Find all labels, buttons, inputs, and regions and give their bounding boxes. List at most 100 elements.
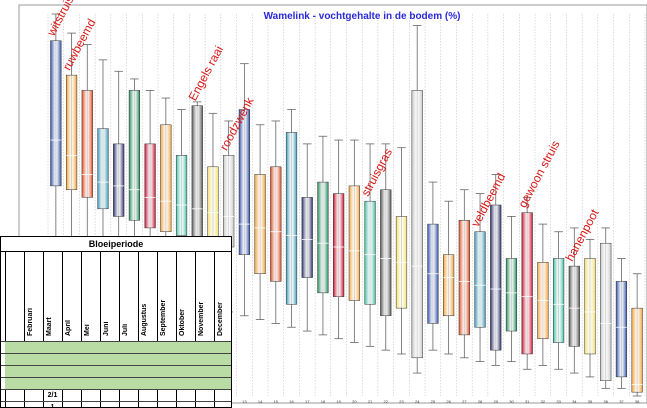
box-iqr (128, 90, 140, 221)
table-cell (138, 342, 157, 353)
month-header: April (65, 320, 72, 336)
month-column: December (214, 252, 231, 407)
table-cell (43, 354, 62, 365)
box-iqr (568, 265, 580, 347)
month-column: September (157, 252, 176, 407)
box-iqr (521, 212, 533, 355)
box-item (443, 200, 455, 355)
x-tick-label: 25 (431, 399, 436, 404)
month-column (5, 252, 24, 407)
table-cell (176, 390, 195, 401)
month-column: April (62, 252, 81, 407)
box-iqr (333, 193, 345, 297)
table-cell (176, 402, 195, 407)
x-tick-label: 27 (462, 399, 467, 404)
box-iqr (584, 258, 596, 355)
box-iqr (65, 74, 78, 190)
x-tick-label: 13 (242, 399, 247, 404)
table-cell (119, 390, 138, 401)
table-row: 1 (1, 401, 231, 408)
x-tick-label: 36 (603, 399, 608, 404)
table-cell (81, 354, 100, 365)
x-tick-label: 21 (368, 399, 373, 404)
month-header: Februari (27, 307, 34, 336)
x-tick-label: 18 (321, 399, 326, 404)
box-item (631, 273, 643, 397)
box-iqr (348, 185, 360, 301)
table-cell (62, 342, 81, 353)
box-item (505, 216, 518, 363)
box-item (81, 44, 93, 259)
table-cell (195, 342, 214, 353)
box-series (50, 13, 643, 397)
box-iqr (474, 231, 486, 328)
table-cell (138, 390, 157, 401)
table-cell (176, 378, 195, 389)
table-cell (24, 390, 43, 401)
month-column: Maart (43, 252, 62, 407)
table-cell (5, 378, 24, 389)
table-row (1, 341, 231, 353)
table-cell (62, 378, 81, 389)
table-cell (214, 390, 231, 401)
x-tick-label: 23 (399, 399, 404, 404)
x-tick-label: 34 (572, 399, 577, 404)
box-item (584, 238, 596, 378)
month-column: Juli (119, 252, 138, 407)
table-cell (138, 402, 157, 407)
x-tick-label: 14 (258, 399, 263, 404)
table-cell (214, 402, 231, 407)
table-cell (24, 378, 43, 389)
month-header: Juli (122, 323, 129, 336)
box-iqr (411, 90, 423, 359)
month-column: November (195, 252, 214, 407)
box-item (427, 181, 439, 351)
x-tick-label: 22 (384, 399, 389, 404)
table-cell (81, 378, 100, 389)
box-item (301, 143, 313, 332)
table-cell (81, 402, 100, 407)
table-cell (5, 402, 24, 407)
table-cell (119, 366, 138, 377)
box-item (458, 189, 470, 359)
month-header: Mei (84, 324, 91, 336)
table-cell (157, 402, 176, 407)
box-item (270, 120, 282, 324)
table-cell (157, 390, 176, 401)
box-iqr (238, 109, 250, 255)
month-column: Mei (81, 252, 100, 407)
box-item (333, 139, 345, 340)
bloeiperiode-table: Bloeiperiode Februari Maart April Mei Juni Ju… (0, 236, 232, 408)
table-cell (100, 342, 119, 353)
month-header: Maart (46, 317, 53, 336)
x-tick-label: 19 (336, 399, 341, 404)
table-cell (138, 378, 157, 389)
table-cell: 1 (50, 404, 55, 408)
box-iqr (254, 174, 266, 275)
box-iqr (631, 307, 643, 393)
box-item (490, 174, 502, 366)
table-row (1, 365, 231, 377)
table-cell (43, 342, 62, 353)
box-iqr (223, 155, 235, 248)
box-iqr (553, 258, 565, 343)
x-tick-label: 35 (588, 399, 593, 404)
month-column: Augustus (138, 252, 157, 407)
table-cell (157, 342, 176, 353)
table-cell (157, 354, 176, 365)
table-cell (214, 366, 231, 377)
box-item (474, 193, 486, 363)
x-tick-label: 15 (274, 399, 279, 404)
table-cell (138, 366, 157, 377)
table-cell (43, 366, 62, 377)
x-tick-label: 32 (541, 399, 546, 404)
table-cell (119, 342, 138, 353)
month-header: Augustus (141, 303, 148, 336)
x-tick-label: 30 (509, 399, 514, 404)
table-cell (81, 390, 100, 401)
box-item (364, 143, 376, 347)
table-cell (5, 354, 24, 365)
month-column: Juni (100, 252, 119, 407)
table-cell (62, 402, 81, 407)
table-cell (81, 342, 100, 353)
